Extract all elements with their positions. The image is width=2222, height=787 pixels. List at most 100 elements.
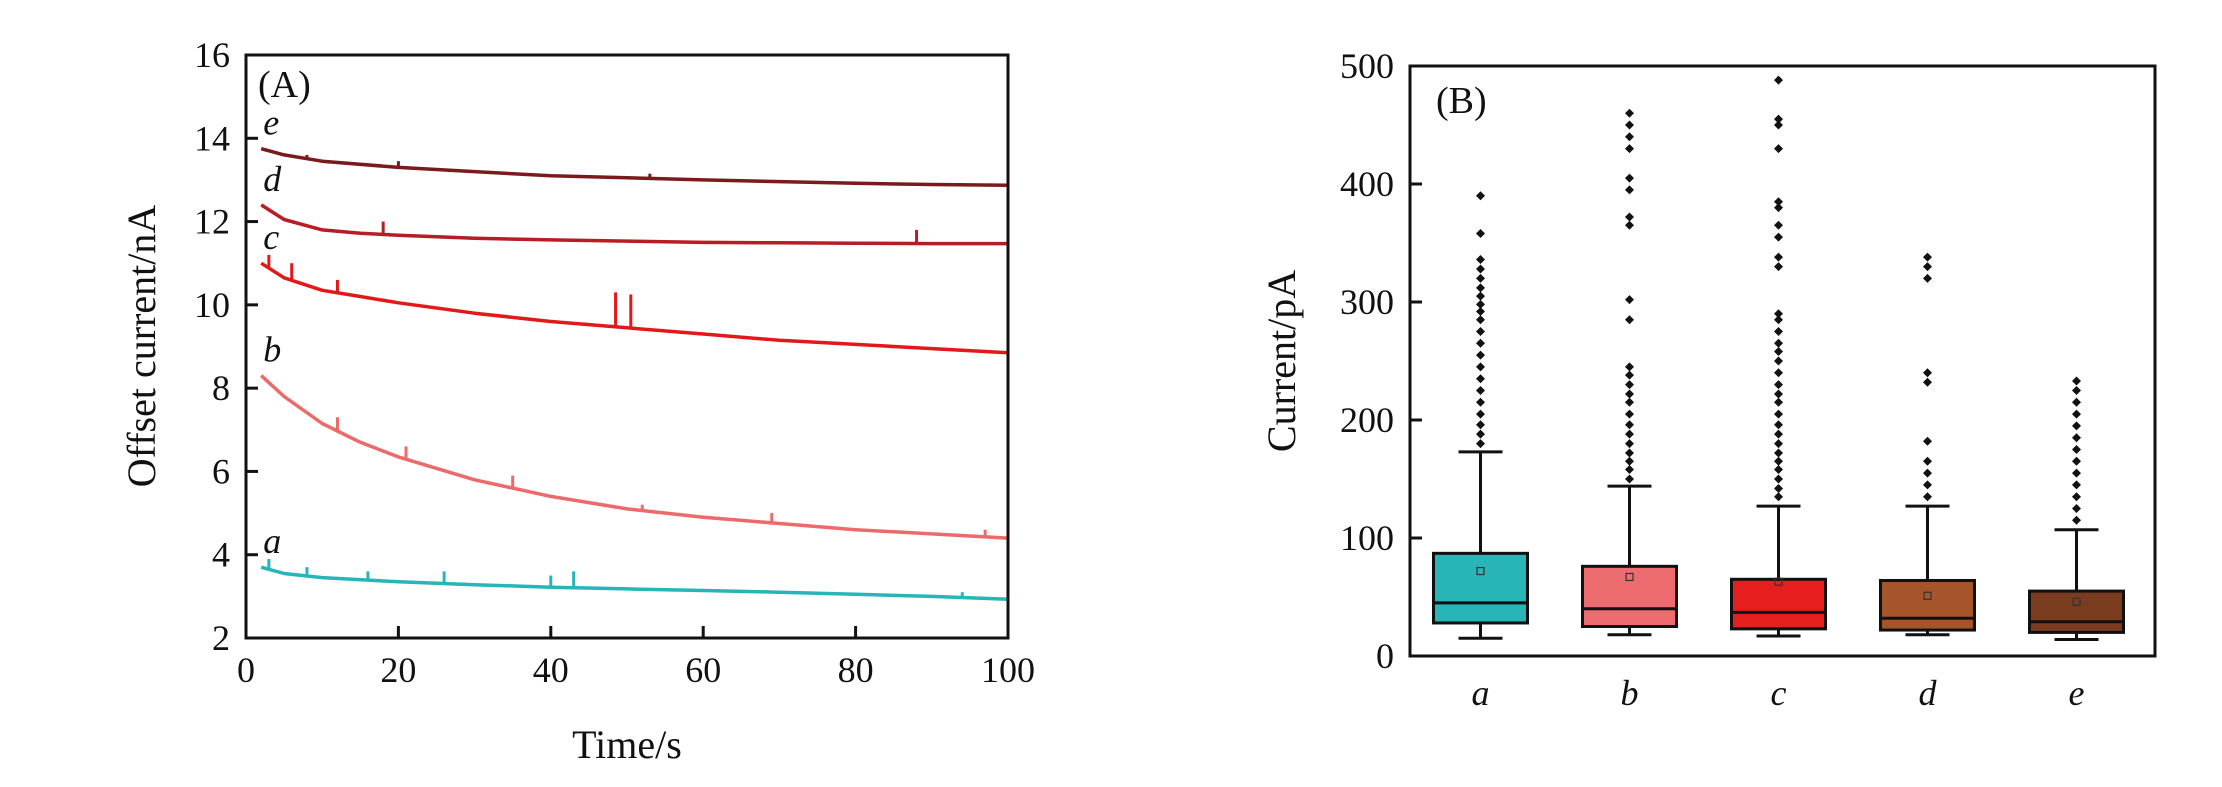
outlier-point xyxy=(1625,295,1634,305)
outlier-point xyxy=(1774,465,1783,475)
series-label-b: b xyxy=(263,330,281,370)
outlier-point xyxy=(1625,380,1634,390)
outlier-point xyxy=(1476,191,1485,201)
series-line-b xyxy=(260,374,1009,540)
outlier-point xyxy=(1476,350,1485,360)
x-tick-label: 100 xyxy=(981,650,1035,690)
outlier-point xyxy=(1923,252,1932,262)
box-d xyxy=(1879,252,1976,637)
series-line-c xyxy=(260,261,1009,355)
panel-a-y-axis-title: Offset current/nA xyxy=(119,205,164,488)
y-tick-label: 400 xyxy=(1340,164,1394,204)
outlier-point xyxy=(1476,306,1485,316)
outlier-point xyxy=(1774,492,1783,502)
outlier-point xyxy=(1625,439,1634,449)
outlier-point xyxy=(1774,327,1783,336)
outlier-point xyxy=(1625,474,1634,484)
outlier-point xyxy=(1476,362,1485,372)
y-tick-label: 0 xyxy=(1376,636,1394,676)
x-tick-label: 80 xyxy=(838,650,874,690)
x-tick-label: 20 xyxy=(380,650,416,690)
outlier-point xyxy=(1774,409,1783,419)
outlier-point xyxy=(2072,433,2081,443)
outlier-point xyxy=(1476,409,1485,419)
box-b xyxy=(1581,108,1678,637)
outlier-point xyxy=(1774,448,1783,458)
outlier-point xyxy=(1774,338,1783,348)
outlier-point xyxy=(2072,376,2081,386)
outlier-point xyxy=(1774,439,1783,449)
box-e xyxy=(2028,376,2125,641)
panel-a-series-labels: a b cde xyxy=(263,103,282,562)
outlier-point xyxy=(1774,356,1783,366)
panel-b-plot-frame xyxy=(1408,64,2157,658)
y-tick-label: 12 xyxy=(194,202,230,242)
outlier-point xyxy=(1476,327,1485,336)
outlier-point xyxy=(1923,262,1932,272)
mean-marker xyxy=(2072,597,2081,606)
outlier-point xyxy=(1923,368,1932,378)
outlier-point xyxy=(1625,212,1634,222)
outlier-point xyxy=(1476,299,1485,309)
outlier-point xyxy=(1476,374,1485,384)
outlier-point xyxy=(1476,283,1485,293)
series-label-c: c xyxy=(263,217,279,257)
outlier-point xyxy=(1625,448,1634,458)
iqr-box xyxy=(1432,551,1529,625)
outlier-point xyxy=(1774,368,1783,378)
outlier-point xyxy=(1774,203,1783,213)
category-label-c: c xyxy=(1771,673,1787,713)
outlier-point xyxy=(1625,420,1634,430)
y-tick-label: 100 xyxy=(1340,518,1394,558)
y-tick-label: 10 xyxy=(194,285,230,325)
outlier-point xyxy=(2072,492,2081,502)
outlier-point xyxy=(1476,315,1485,325)
outlier-point xyxy=(1625,370,1634,380)
outlier-point xyxy=(1923,456,1932,466)
outlier-point xyxy=(1774,429,1783,439)
iqr-box xyxy=(2028,589,2125,634)
outlier-point xyxy=(1476,429,1485,439)
panel-b-box-plot: 0 100 200 300 400 500 a b c d e (B) Current/pA xyxy=(1259,46,2157,713)
outlier-point xyxy=(1476,273,1485,283)
outlier-point xyxy=(2072,468,2081,478)
x-tick-label: 0 xyxy=(237,650,255,690)
outlier-point xyxy=(1625,465,1634,475)
outlier-point xyxy=(1476,386,1485,395)
series-label-a: a xyxy=(263,521,281,561)
outlier-point xyxy=(1625,389,1634,399)
outlier-point xyxy=(1476,397,1485,407)
x-tick-label: 40 xyxy=(533,650,569,690)
outlier-point xyxy=(1774,75,1783,85)
outlier-point xyxy=(1774,380,1783,390)
panel-a-y-ticks: 2 4 6 8 10 12 14 16 xyxy=(194,35,258,658)
outlier-point xyxy=(1923,377,1932,387)
category-label-a: a xyxy=(1472,673,1490,713)
outlier-point xyxy=(1774,197,1783,207)
outlier-point xyxy=(1774,220,1783,230)
y-tick-label: 300 xyxy=(1340,282,1394,322)
outlier-point xyxy=(1774,262,1783,272)
box-a xyxy=(1432,191,1529,640)
iqr-box xyxy=(1730,577,1827,631)
outlier-point xyxy=(1923,480,1932,490)
panel-a-plot-frame xyxy=(244,53,1010,640)
outlier-point xyxy=(1476,264,1485,274)
outlier-point xyxy=(1476,229,1485,239)
outlier-point xyxy=(1774,315,1783,325)
outlier-point xyxy=(1625,144,1634,154)
outlier-point xyxy=(1923,436,1932,446)
outlier-point xyxy=(1476,338,1485,348)
outlier-point xyxy=(1774,309,1783,319)
outlier-point xyxy=(1774,232,1783,242)
outlier-point xyxy=(1625,108,1634,118)
outlier-point xyxy=(1774,456,1783,466)
x-tick-label: 60 xyxy=(685,650,721,690)
y-tick-label: 200 xyxy=(1340,400,1394,440)
series-label-e: e xyxy=(263,103,279,143)
outlier-point xyxy=(1625,132,1634,142)
category-label-e: e xyxy=(2069,673,2085,713)
outlier-point xyxy=(1625,397,1634,407)
panel-a-line-chart: 0 20 40 60 80 100 2 4 6 8 10 12 14 16 a b cde (A) Time… xyxy=(119,35,1035,767)
